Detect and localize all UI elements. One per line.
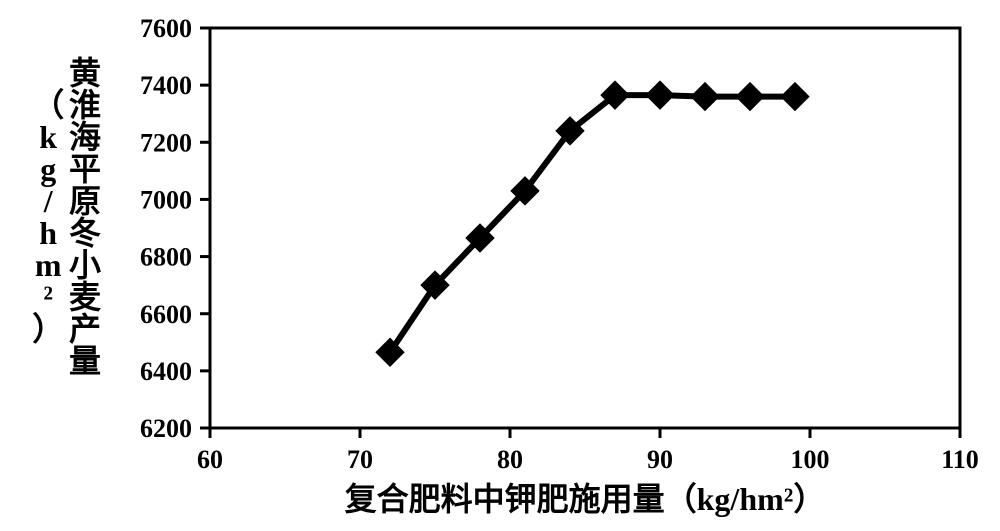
svg-text:²: ² [43, 279, 53, 315]
svg-text:m: m [35, 247, 62, 283]
svg-text:麦: 麦 [69, 279, 102, 315]
svg-text:产: 产 [69, 311, 101, 347]
y-tick-label: 7400 [140, 71, 192, 100]
svg-text:h: h [39, 215, 57, 251]
x-tick-label: 90 [647, 445, 673, 474]
svg-text:/: / [43, 183, 54, 219]
svg-text:冬: 冬 [69, 215, 101, 251]
svg-text:g: g [40, 151, 56, 187]
x-tick-label: 60 [197, 445, 223, 474]
y-tick-label: 6600 [140, 300, 192, 329]
y-tick-label: 6200 [140, 414, 192, 443]
y-tick-label: 7600 [140, 14, 192, 43]
line-chart: 60 70 80 90 100 110 6200 6400 6600 6800 7000 7200 74… [0, 0, 1000, 531]
svg-text:原: 原 [69, 183, 101, 219]
svg-text:）: ） [32, 311, 64, 347]
svg-text:量: 量 [69, 343, 101, 379]
x-tick-label: 80 [497, 445, 523, 474]
y-tick-label: 6400 [140, 357, 192, 386]
plot-area [210, 28, 960, 428]
x-tick-label: 70 [347, 445, 373, 474]
svg-text:k: k [39, 119, 57, 155]
svg-text:黄: 黄 [69, 55, 101, 91]
y-tick-label: 6800 [140, 243, 192, 272]
y-tick-label: 7000 [140, 186, 192, 215]
svg-text:（: （ [32, 87, 64, 123]
svg-text:平: 平 [69, 151, 101, 187]
x-tick-label: 100 [791, 445, 830, 474]
x-tick-label: 110 [941, 445, 979, 474]
svg-text:小: 小 [69, 247, 101, 283]
svg-text:淮: 淮 [69, 87, 101, 123]
x-axis-title: 复合肥料中钾肥施用量（kg/hm²） [345, 481, 826, 517]
y-tick-label: 7200 [140, 128, 192, 157]
svg-text:海: 海 [69, 119, 101, 155]
chart-container: 60 70 80 90 100 110 6200 6400 6600 6800 7000 7200 74… [0, 0, 1000, 531]
